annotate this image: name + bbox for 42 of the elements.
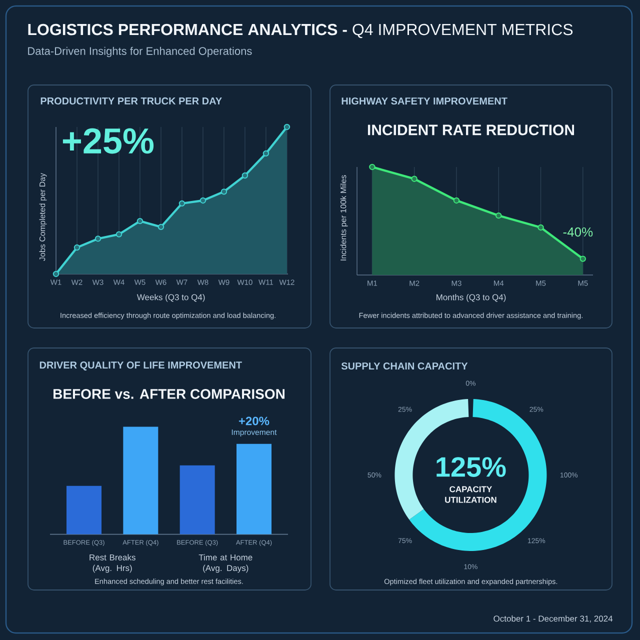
y-axis-title: Jobs Completed per Day [39,172,47,261]
text: Rest Breaks (Avg. Hrs) [90,554,136,573]
text: +20% [238,416,270,426]
bar [123,426,158,534]
chart-subtitle: BEFORE vs. AFTER COMPARISON [54,389,284,399]
point [580,256,586,262]
chart-title: HIGHWAY SAFETY IMPROVEMENT [342,97,508,105]
point [94,236,102,242]
text: LOGISTICS PERFORMANCE ANALYTICS - Q4 IMPROVEMENT METRICS [28,24,573,38]
point [411,176,418,182]
x-axis-title: Months (Q3 to Q4) [436,294,506,302]
point [178,200,186,207]
chart-title: DRIVER QUALITY OF LIFE IMPROVEMENT [40,362,242,370]
text: Time at Home (Avg. Days) [198,554,252,573]
bar [66,486,102,534]
point [52,270,60,278]
point [158,224,164,230]
point [284,124,290,130]
x-axis-title: Weeks (Q3 to Q4) [136,294,205,302]
bar [180,465,215,534]
point [538,224,544,231]
point [74,244,80,251]
point [453,197,460,204]
annotation: +25% [62,128,154,154]
point [220,188,228,195]
point [369,164,376,170]
y-axis-title: Incidents per 100k Miles [340,175,348,260]
point [262,150,270,157]
bar [236,444,272,534]
point [242,172,248,179]
point [496,212,502,219]
annotation: -40% [563,227,593,237]
chart-title: PRODUCTIVITY PER TRUCK PER DAY [40,97,222,104]
point [136,218,144,224]
chart-subtitle: INCIDENT RATE REDUCTION [368,124,574,136]
text: October 1 - December 31, 2024 [494,615,613,623]
text: Data-Driven Insights for Enhanced Operations [28,46,252,58]
chart-title: SUPPLY CHAIN CAPACITY [341,362,468,370]
text: 125% [436,457,506,477]
text: CAPACITY UTILIZATION [445,486,496,503]
point [200,197,206,204]
point [116,231,122,238]
